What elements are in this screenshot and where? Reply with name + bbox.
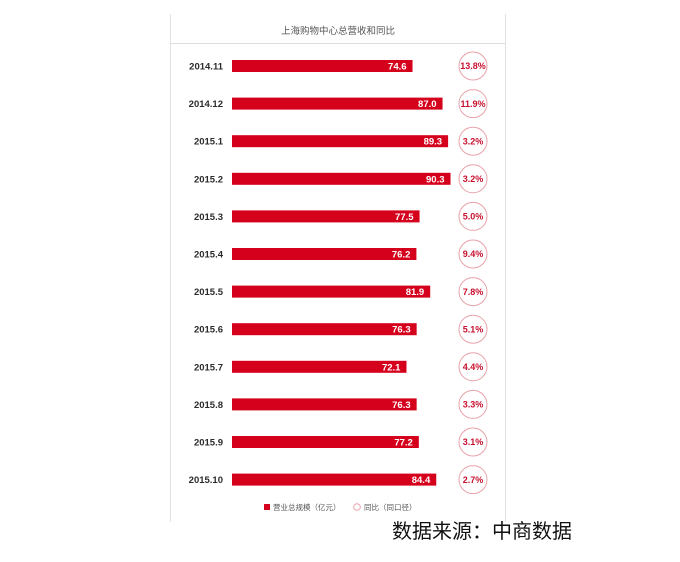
- yoy-value-label: 3.1%: [463, 437, 484, 447]
- yoy-circle-2015-1: [458, 126, 488, 156]
- yoy-circle-2015-10: [458, 465, 488, 495]
- yoy-value-label: 3.3%: [463, 400, 484, 410]
- yoy-circle-2015-3: [458, 201, 488, 231]
- legend: 营业总规模（亿元） 同比（同口径）: [264, 502, 417, 512]
- legend-label-yoy: 同比（同口径）: [364, 502, 417, 512]
- yoy-value-label: 7.8%: [463, 287, 484, 297]
- bar-value-label: 89.3: [424, 137, 443, 148]
- row-2014-12: 2014.12 87.0 11.9%: [189, 89, 488, 119]
- row-2015-7: 2015.7 72.1 4.4%: [194, 352, 488, 382]
- bar-value-label: 76.2: [392, 250, 411, 261]
- yoy-value-label: 9.4%: [463, 249, 484, 259]
- row-2015-8: 2015.8 76.3 3.3%: [194, 389, 488, 419]
- row-2015-2: 2015.2 90.3 3.2%: [194, 164, 488, 194]
- bar-value-label: 72.1: [382, 362, 401, 373]
- category-label: 2015.4: [194, 250, 224, 261]
- row-2014-11: 2014.11 74.6 13.8%: [189, 51, 488, 81]
- category-label: 2015.10: [189, 475, 223, 486]
- bar-value-label: 76.3: [392, 325, 411, 336]
- chart-rows: 2014.11 74.6 13.8% 2014.12 87.0 11.9% 2015.1 89…: [189, 51, 488, 495]
- yoy-value-label: 4.4%: [463, 362, 484, 372]
- yoy-value-label: 3.2%: [463, 174, 484, 184]
- category-label: 2015.2: [194, 174, 223, 185]
- legend-swatch-yoy: [353, 503, 361, 511]
- category-label: 2015.5: [194, 287, 224, 298]
- category-label: 2014.11: [189, 62, 224, 73]
- bar-2015-6: [232, 323, 417, 336]
- yoy-circle-2015-4: [458, 239, 488, 269]
- category-label: 2015.6: [194, 325, 223, 336]
- bar-2015-8: [232, 398, 417, 411]
- yoy-circle-2014-12: [458, 89, 488, 119]
- row-2015-6: 2015.6 76.3 5.1%: [194, 314, 488, 344]
- yoy-circle-2015-6: [458, 314, 488, 344]
- bar-value-label: 77.2: [394, 438, 413, 449]
- yoy-value-label: 5.1%: [463, 324, 484, 334]
- bar-2015-7: [232, 360, 407, 373]
- bar-value-label: 87.0: [418, 99, 437, 110]
- bar-2015-9: [232, 436, 419, 448]
- bar-value-label: 84.4: [412, 475, 431, 486]
- yoy-value-label: 5.0%: [463, 212, 484, 222]
- legend-label-revenue: 营业总规模（亿元）: [273, 502, 341, 512]
- yoy-circle-2015-2: [458, 164, 488, 194]
- row-2015-10: 2015.10 84.4 2.7%: [189, 465, 488, 495]
- yoy-circle-2015-8: [458, 389, 488, 419]
- bar-2015-2: [232, 172, 451, 185]
- data-source-note: 数据来源：中商数据: [392, 519, 572, 543]
- row-2015-1: 2015.1 89.3 3.2%: [194, 126, 488, 156]
- row-2015-4: 2015.4 76.2 9.4%: [194, 239, 488, 269]
- category-label: 2015.3: [194, 212, 223, 223]
- category-label: 2014.12: [189, 99, 223, 110]
- bar-value-label: 81.9: [406, 287, 425, 298]
- bar-2015-1: [232, 135, 449, 148]
- legend-swatch-revenue: [264, 504, 270, 510]
- yoy-circle-2015-5: [458, 277, 488, 307]
- yoy-value-label: 11.9%: [460, 99, 485, 109]
- row-2015-5: 2015.5 81.9 7.8%: [194, 277, 488, 307]
- bar-2014-12: [232, 97, 443, 110]
- yoy-value-label: 3.2%: [463, 136, 484, 146]
- row-2015-9: 2015.9 77.2 3.1%: [194, 427, 488, 457]
- yoy-circle-2015-9: [458, 427, 488, 457]
- bar-value-label: 74.6: [388, 62, 407, 73]
- category-label: 2015.1: [194, 137, 224, 148]
- row-2015-3: 2015.3 77.5 5.0%: [194, 201, 488, 231]
- bar-2015-3: [232, 210, 420, 223]
- bar-value-label: 90.3: [426, 174, 445, 185]
- yoy-value-label: 2.7%: [463, 475, 484, 485]
- yoy-value-label: 13.8%: [460, 61, 486, 71]
- category-label: 2015.9: [194, 438, 223, 449]
- bar-value-label: 77.5: [395, 212, 414, 223]
- yoy-circle-2015-7: [458, 352, 488, 382]
- bar-2015-5: [232, 285, 431, 298]
- bar-value-label: 76.3: [392, 400, 411, 411]
- chart-title: 上海购物中心总营收和同比: [281, 25, 395, 37]
- bar-2015-10: [232, 473, 437, 486]
- bar-2014-11: [232, 60, 413, 72]
- category-label: 2015.7: [194, 362, 223, 373]
- bar-2015-4: [232, 248, 417, 260]
- category-label: 2015.8: [194, 400, 223, 411]
- yoy-circle-2014-11: [458, 51, 488, 81]
